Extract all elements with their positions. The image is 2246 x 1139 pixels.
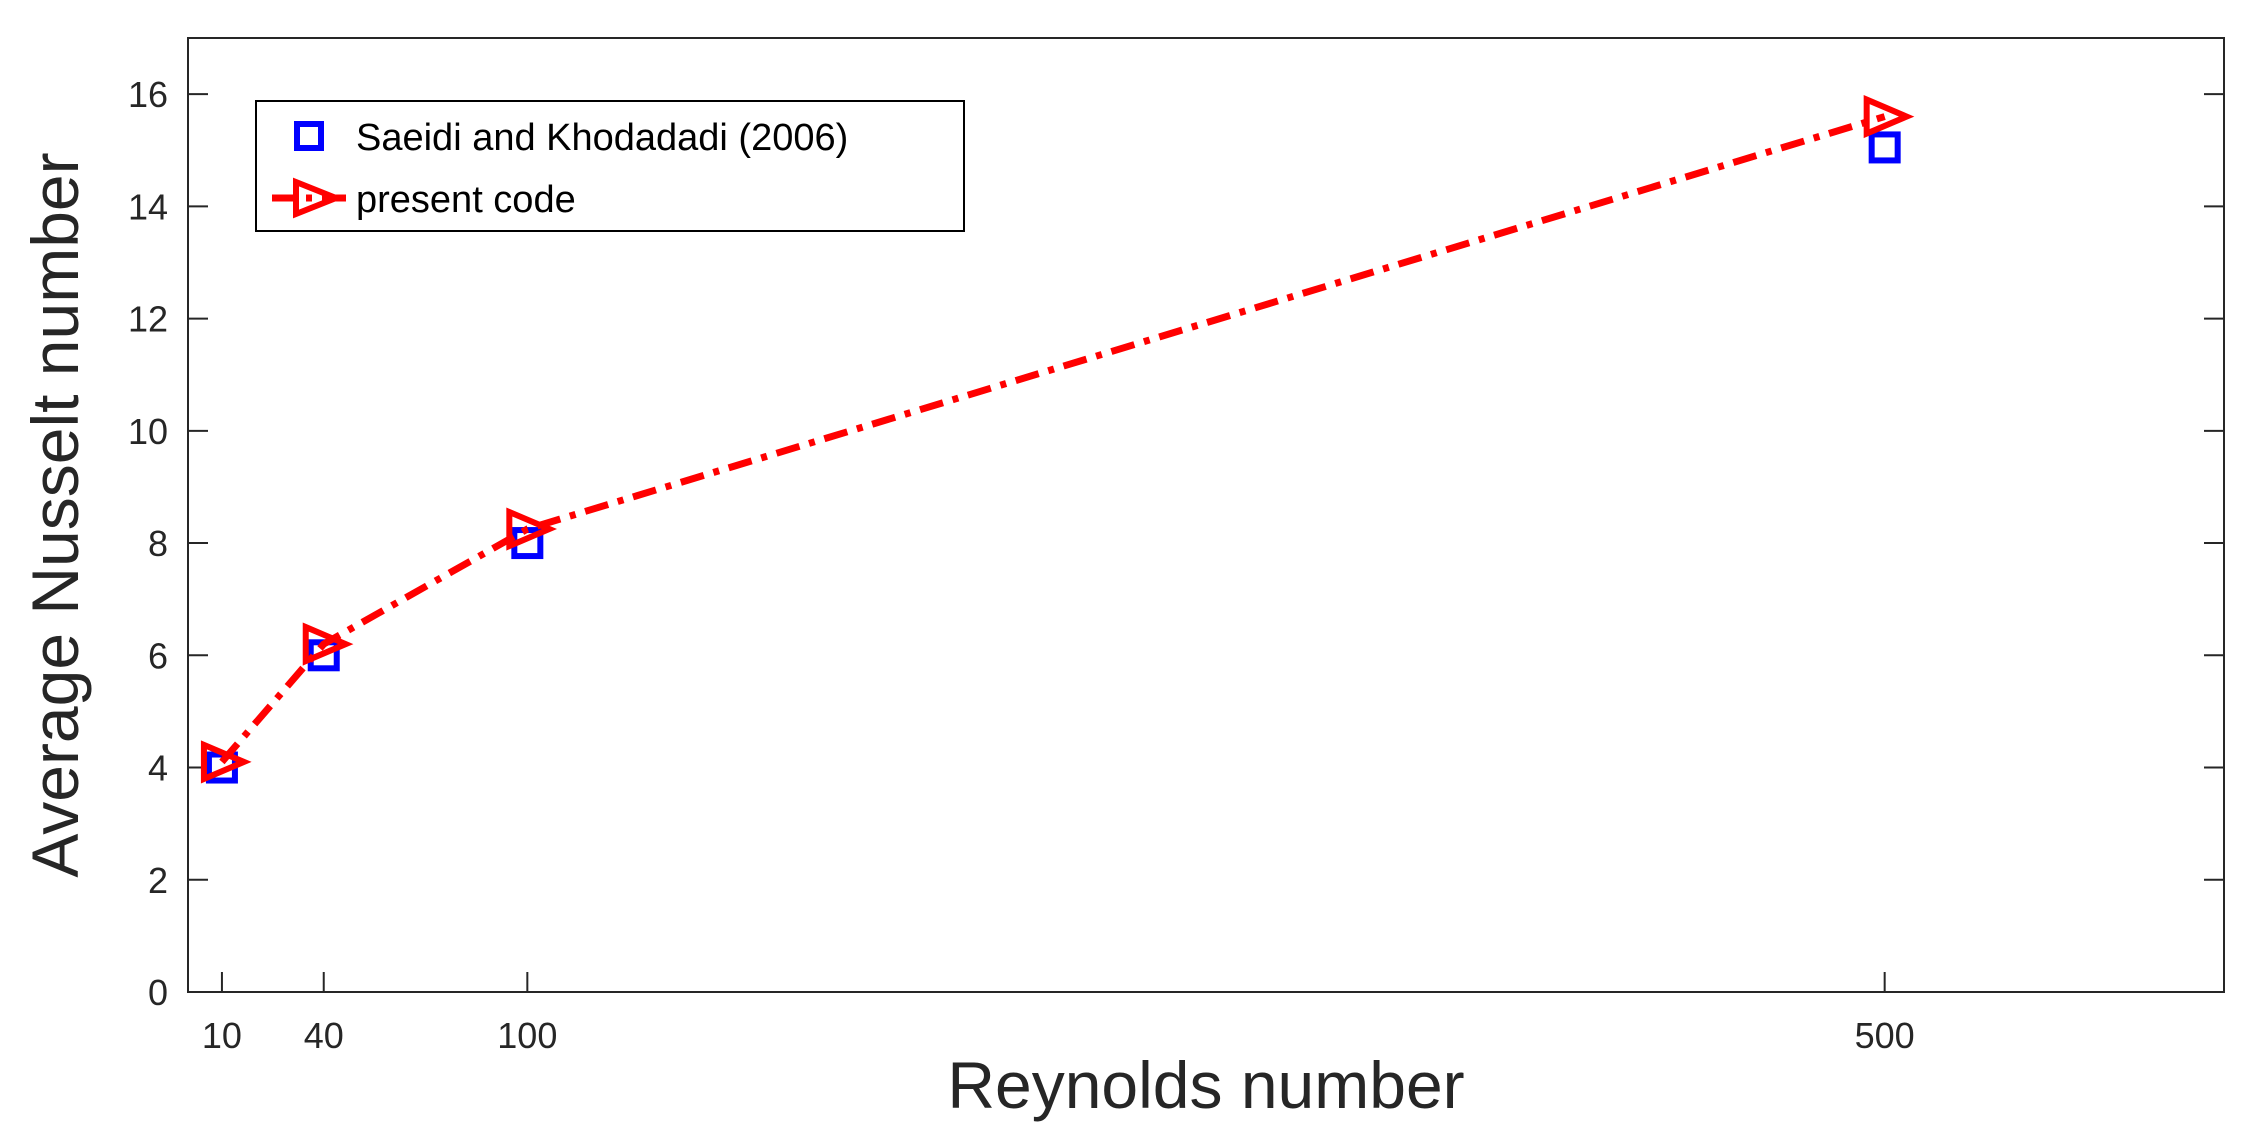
y-tick-label: 2 [148,860,168,901]
x-tick-label: 100 [497,1015,557,1056]
data-point-saeidi [1868,131,1901,164]
series-line-present-code [219,113,1886,765]
legend-marker-square [294,121,324,151]
legend-label-series-1: Saeidi and Khodadadi (2006) [356,117,848,159]
x-tick-label: 10 [202,1015,242,1056]
y-axis-ticks: 0 2 4 6 8 10 12 14 16 [128,74,2224,1013]
y-tick-label: 16 [128,74,168,115]
y-tick-label: 8 [148,523,168,564]
y-tick-label: 14 [128,186,168,227]
y-axis-title: Average Nusselt number [18,152,92,877]
data-point-present-code [1863,95,1915,139]
legend: Saeidi and Khodadadi (2006) present code [255,100,965,232]
data-point-present-code [200,740,252,784]
y-tick-label: 12 [128,299,168,340]
legend-label-series-2: present code [356,179,576,221]
legend-marker-triangle-right [293,177,345,219]
y-tick-label: 4 [148,748,168,789]
y-tick-label: 0 [148,972,168,1013]
legend-box [255,100,965,232]
data-point-present-code [302,622,354,666]
x-tick-label: 500 [1855,1015,1915,1056]
data-point-present-code [506,507,558,551]
y-tick-label: 6 [148,635,168,676]
x-axis-ticks: 10 40 100 500 [202,972,1915,1056]
y-tick-label: 10 [128,411,168,452]
x-tick-label: 40 [304,1015,344,1056]
series-layer [200,95,1915,784]
plot-frame [187,37,2225,993]
x-axis-title: Reynolds number [947,1048,1464,1122]
